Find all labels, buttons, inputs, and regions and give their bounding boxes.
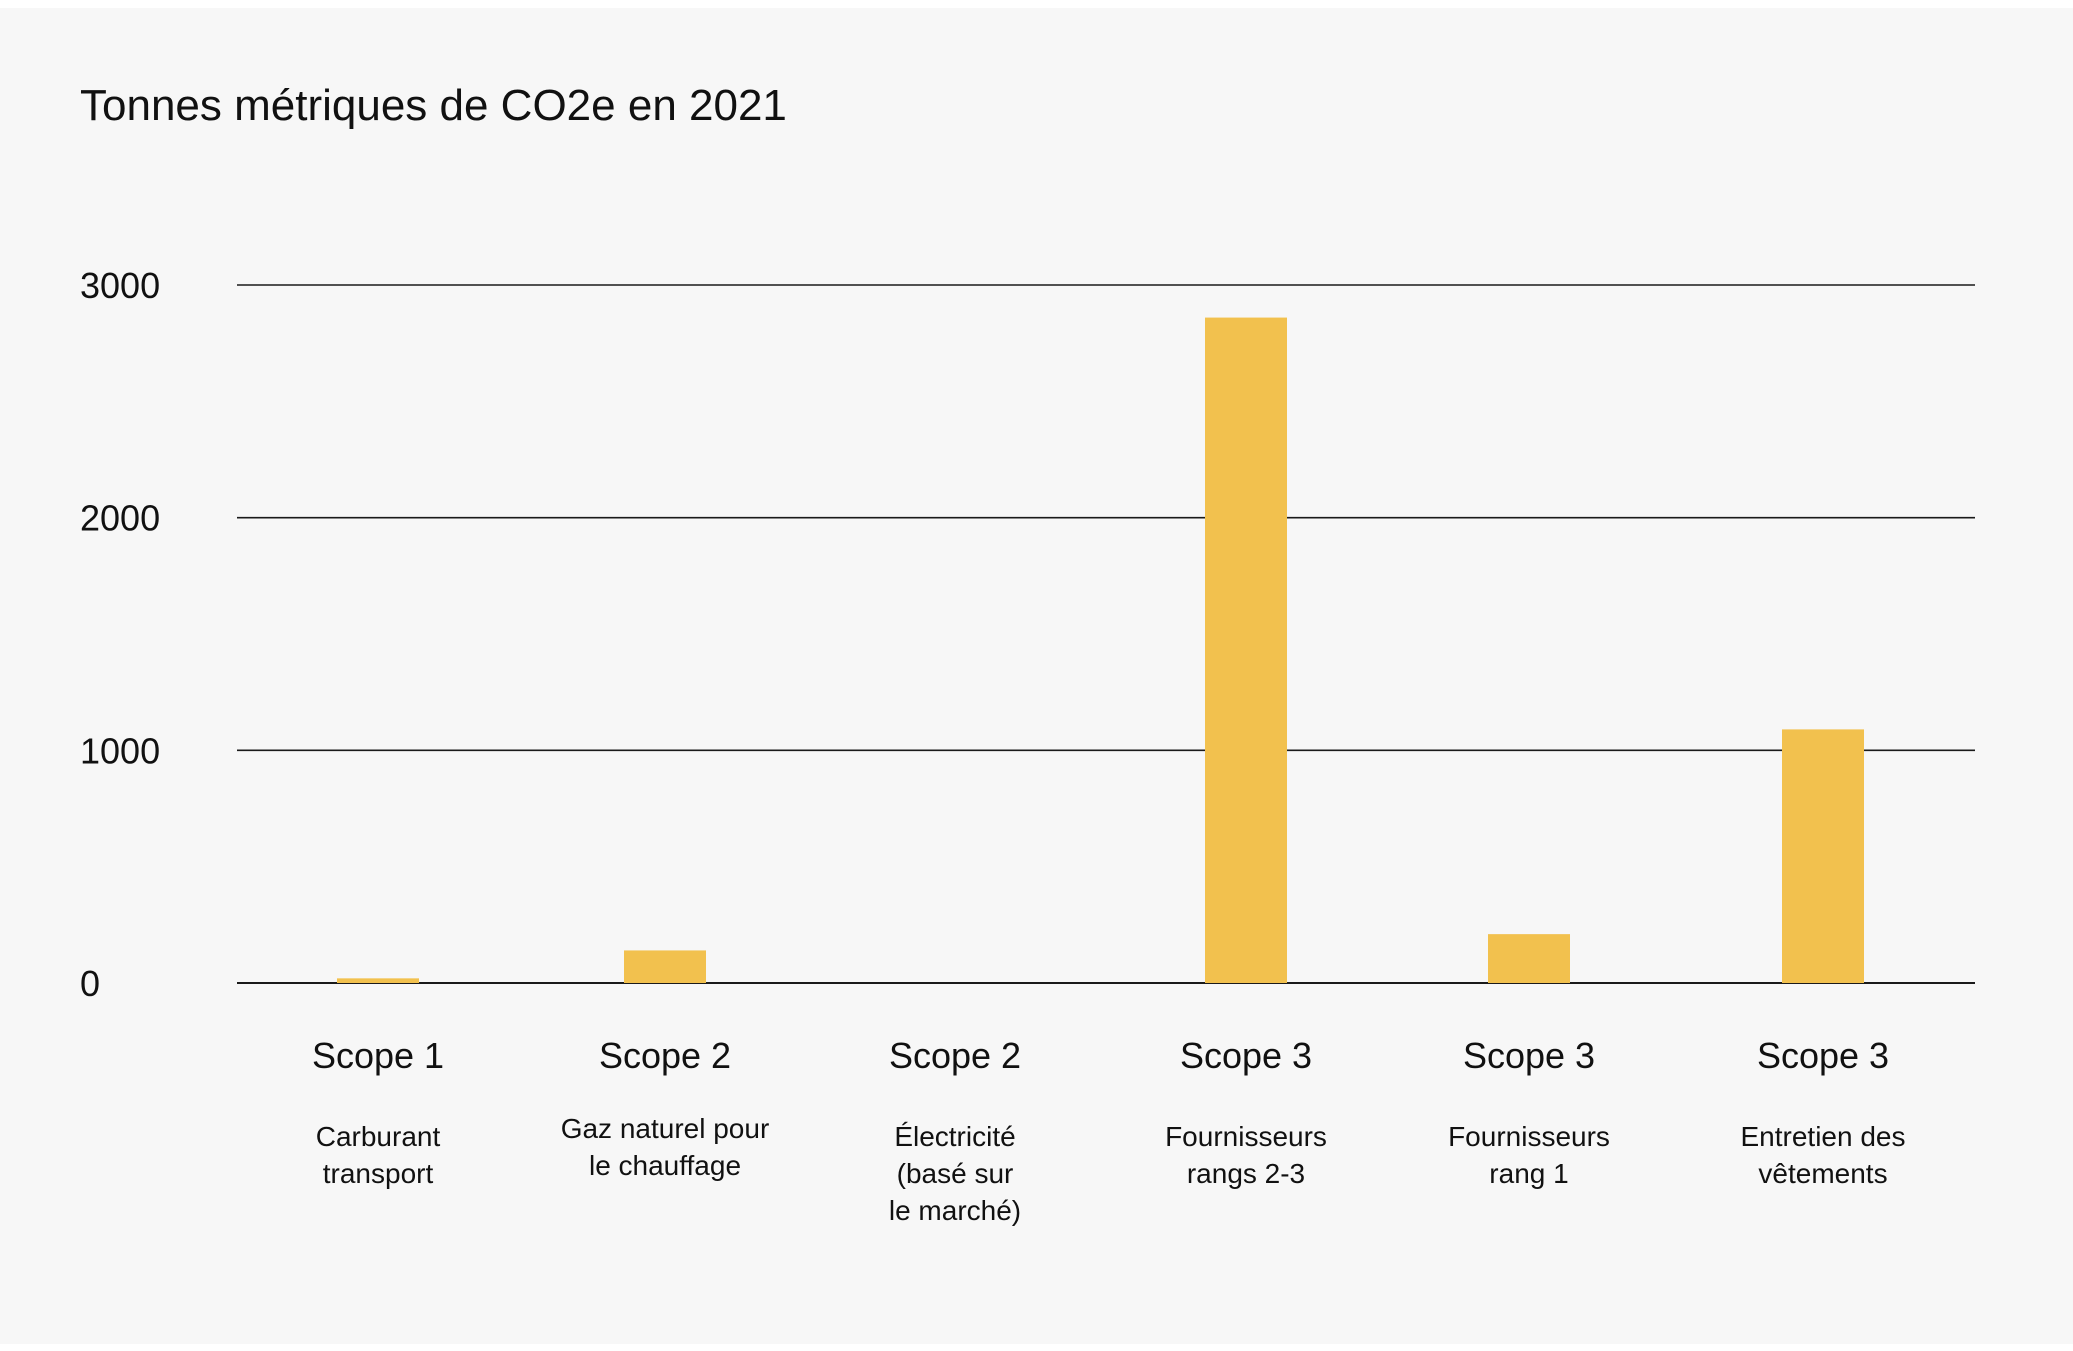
bars [337,317,1864,983]
category-sublabel-1-line-1: Carburant [316,1121,441,1152]
category-sublabel-3-line-1: Électricité [894,1121,1015,1152]
category-label-1: Scope 1 [312,1035,444,1076]
bar-4 [1205,317,1287,983]
category-sublabel-3-line-3: le marché) [889,1195,1021,1226]
category-sublabel-1-line-2: transport [323,1158,434,1189]
category-sublabel-3-line-2: (basé sur [897,1158,1014,1189]
category-label-3: Scope 2 [889,1035,1021,1076]
y-tick-label-2000: 2000 [80,498,160,539]
chart-panel [0,8,2073,1344]
category-sublabel-2-line-1: Gaz naturel pour [561,1113,770,1144]
category-label-6: Scope 3 [1757,1035,1889,1076]
category-sublabel-5-line-1: Fournisseurs [1448,1121,1610,1152]
category-label-4: Scope 3 [1180,1035,1312,1076]
category-sublabel-6-line-2: vêtements [1758,1158,1887,1189]
category-sublabel-5-line-2: rang 1 [1489,1158,1568,1189]
category-sublabel-4-line-2: rangs 2-3 [1187,1158,1305,1189]
bar-5 [1488,934,1570,983]
y-tick-label-3000: 3000 [80,265,160,306]
bar-2 [624,950,706,983]
category-label-5: Scope 3 [1463,1035,1595,1076]
bar-6 [1782,729,1864,983]
x-axis-labels: Scope 1 Carburant transport Scope 2 Gaz natu… [312,1035,1906,1226]
y-axis-ticks: 0 1000 2000 3000 [80,265,160,1004]
chart-title: Tonnes métriques de CO2e en 2021 [80,81,787,130]
category-sublabel-4-line-1: Fournisseurs [1165,1121,1327,1152]
gridlines [237,284,1975,984]
y-tick-label-0: 0 [80,963,100,1004]
category-sublabel-6-line-1: Entretien des [1741,1121,1906,1152]
category-label-2: Scope 2 [599,1035,731,1076]
category-sublabel-2-line-2: le chauffage [589,1150,741,1181]
bar-1 [337,978,419,983]
y-tick-label-1000: 1000 [80,730,160,771]
